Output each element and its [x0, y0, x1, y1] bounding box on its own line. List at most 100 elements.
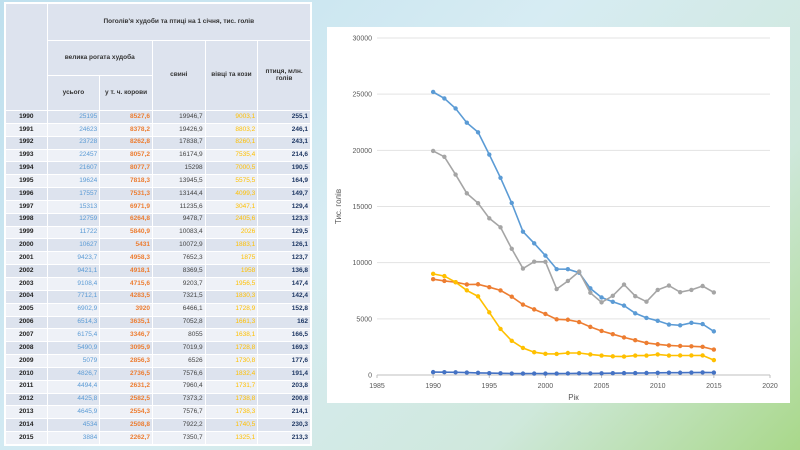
table-cell-cows: 8378,2	[99, 122, 153, 137]
x-tick-label: 2000	[538, 383, 554, 390]
table-cell-sheep: 1956,5	[204, 276, 259, 291]
series-4-point	[464, 370, 470, 375]
series-1-point	[711, 347, 717, 352]
table-cell-cows: 4958,3	[99, 251, 153, 266]
series-3-point	[532, 350, 537, 355]
table-cell-year: 1993	[5, 148, 48, 163]
table-cell-pigs: 17838,7	[151, 135, 206, 150]
table-row: 2003 9108,4 4715,6 9203,7 1956,5 147,4	[5, 276, 311, 291]
table-cell-sheep: 1728,8	[204, 341, 259, 356]
table-cell-sheep: 1875	[204, 251, 259, 266]
series-3-point	[509, 338, 514, 343]
series-0-point	[442, 96, 447, 101]
x-tick-label: 2005	[594, 383, 610, 390]
table-cell-year: 1992	[5, 135, 48, 150]
table-cell-cattle: 6514,3	[46, 315, 101, 330]
table-cell-cattle: 23728	[46, 135, 101, 150]
series-3-point	[633, 353, 638, 358]
series-1-point	[677, 343, 683, 349]
table-cell-year: 2014	[5, 418, 48, 433]
table-cell-pigs: 13144,4	[151, 187, 206, 201]
table-cell-poultry: 147,4	[257, 276, 311, 291]
series-2-point	[442, 154, 447, 159]
table-cell-poultry: 177,6	[257, 354, 311, 368]
table-cell-sheep: 1661,3	[204, 315, 259, 330]
x-axis-label: Рік	[568, 393, 579, 402]
series-1-point	[554, 317, 559, 322]
table-cell-poultry: 123,7	[257, 251, 311, 266]
table-cell-cattle: 17557	[46, 187, 101, 201]
table-cell-poultry: 149,7	[257, 187, 311, 201]
table-cell-cattle: 7712,1	[46, 289, 101, 304]
series-3-point	[565, 350, 571, 356]
series-1-point	[700, 344, 705, 350]
series-2-point	[666, 283, 672, 288]
table-cell-cattle: 11722	[46, 225, 101, 240]
table-cell-cows: 2856,3	[99, 354, 153, 368]
series-4-point	[430, 369, 436, 375]
series-3-point	[453, 280, 458, 285]
series-0-point	[543, 253, 548, 258]
series-4-point	[509, 371, 514, 376]
table-cell-cows: 3920	[99, 302, 153, 317]
series-0-point	[487, 152, 492, 157]
table-cell-poultry: 243,1	[257, 135, 311, 150]
year-header-cell	[5, 3, 48, 111]
table-cell-year: 2011	[5, 379, 48, 394]
table-cell-pigs: 16174,9	[151, 148, 206, 163]
table-cell-cows: 6971,9	[99, 199, 153, 214]
table-cell-sheep: 3047,1	[204, 199, 259, 214]
table-cell-pigs: 8369,5	[151, 264, 206, 278]
series-0-point	[498, 175, 503, 180]
table-cell-pigs: 7576,6	[151, 366, 206, 381]
series-4-point	[498, 371, 503, 376]
series-1-point	[532, 307, 537, 312]
table-cell-cows: 8077,7	[99, 161, 153, 176]
series-2-point	[498, 225, 503, 230]
table-cell-pigs: 9478,7	[151, 212, 206, 227]
table-cell-pigs: 15298	[151, 161, 206, 176]
series-0-point	[554, 266, 559, 272]
table-cell-cattle: 5079	[46, 354, 101, 368]
series-3-point	[666, 353, 672, 358]
table-cell-year: 1999	[5, 225, 48, 240]
table-row: 2007 6175,4 3346,7 8055 1638,1 166,5	[5, 328, 311, 343]
table-cell-sheep: 8260,1	[204, 135, 259, 150]
table-cell-poultry: 214,1	[257, 405, 311, 420]
y-tick-label: 20000	[353, 148, 373, 155]
series-2-point	[430, 148, 436, 154]
table-cell-cattle: 3884	[46, 431, 101, 445]
table-cell-year: 2002	[5, 264, 48, 278]
table-cell-poultry: 200,8	[257, 392, 311, 407]
table-cell-year: 2003	[5, 276, 48, 291]
series-3-point	[576, 350, 582, 356]
series-0-point	[475, 130, 481, 135]
table-cell-poultry: 164,9	[257, 174, 311, 189]
series-2-point	[509, 246, 514, 251]
series-2-point	[621, 282, 627, 287]
table-cell-year: 1994	[5, 161, 48, 176]
table-cell-cattle: 9108,4	[46, 276, 101, 291]
table-cell-sheep: 5575,5	[204, 174, 259, 189]
table-cell-year: 2007	[5, 328, 48, 343]
series-1-point	[520, 302, 526, 307]
table-cell-sheep: 2405,6	[204, 212, 259, 227]
series-4-point	[520, 371, 526, 376]
table-cell-poultry: 214,6	[257, 148, 311, 163]
series-1-point	[442, 278, 447, 284]
table-cell-cows: 8262,8	[99, 135, 153, 150]
table-cell-pigs: 7960,4	[151, 379, 206, 394]
series-1-point	[576, 319, 582, 325]
table-cell-year: 2013	[5, 405, 48, 420]
series-2-point	[610, 293, 615, 298]
series-1-point	[644, 340, 649, 346]
table-body: 1990 25195 8527,6 19946,7 9003,1 255,1 1991 246…	[5, 110, 311, 445]
table-cell-cows: 7818,3	[99, 174, 153, 189]
table-cell-year: 2010	[5, 366, 48, 381]
cattle-all-header: усього	[46, 75, 101, 111]
series-4-point	[543, 371, 548, 376]
table-row: 1995 19624 7818,3 13945,5 5575,5 164,9	[5, 174, 311, 189]
series-4-point	[453, 370, 458, 375]
table-row: 2000 10627 5431 10072,9 1883,1 126,1	[5, 238, 311, 253]
table-row: 2012 4425,8 2582,5 7373,2 1738,8 200,8	[5, 392, 311, 407]
